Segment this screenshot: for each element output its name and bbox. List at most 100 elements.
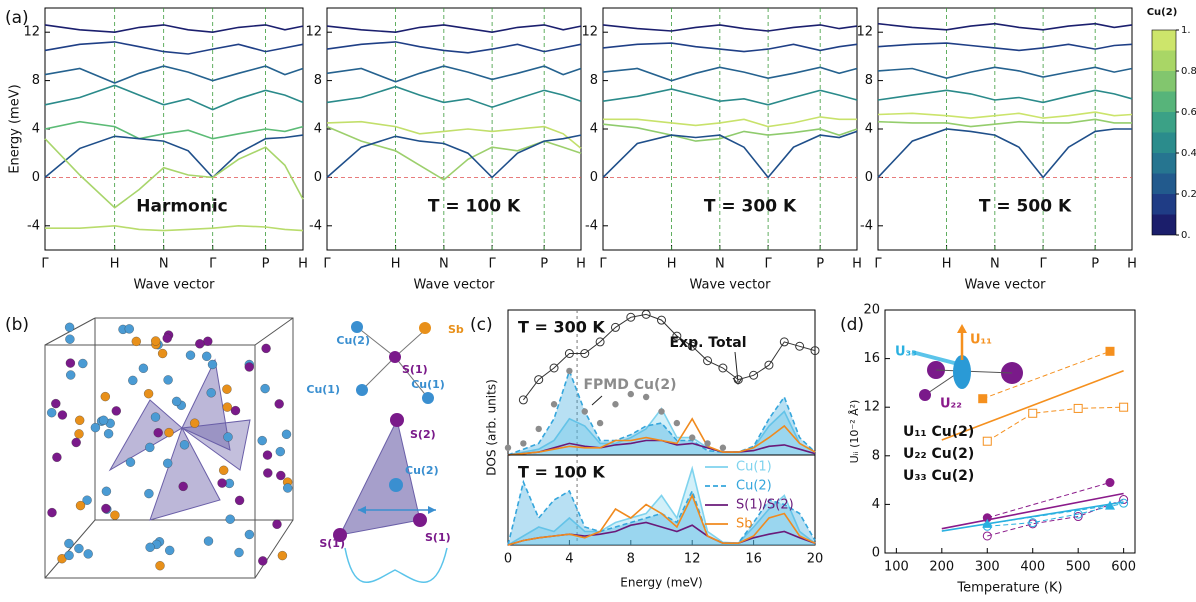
series-line xyxy=(987,502,1124,527)
atom xyxy=(419,322,431,334)
colorbar-tick-label: 0.8 xyxy=(1181,66,1196,77)
marker xyxy=(520,440,527,447)
atom xyxy=(124,324,134,334)
y-tick-label: -4 xyxy=(585,218,598,233)
atom xyxy=(225,514,235,524)
colorbar-tick-label: 0. xyxy=(1181,230,1191,241)
colorbar-swatch xyxy=(1152,194,1176,215)
marker xyxy=(982,521,992,531)
marker xyxy=(673,419,681,427)
marker xyxy=(657,315,666,325)
annotation: T = 100 K xyxy=(518,463,605,482)
atom xyxy=(244,362,254,372)
marker xyxy=(641,309,651,319)
series-line xyxy=(507,465,816,546)
series-line xyxy=(326,120,582,150)
x-tick-label: N xyxy=(439,257,449,272)
marker xyxy=(689,434,696,441)
marker xyxy=(595,337,605,347)
legend-label: S(1)/S(2) xyxy=(736,498,794,513)
series-line xyxy=(602,130,858,179)
atom-label: S(1) xyxy=(402,363,428,376)
marker xyxy=(1073,403,1083,413)
x-tick-label: Γ xyxy=(599,257,607,272)
x-tick-label: 20 xyxy=(807,552,824,567)
x-tick-label: H xyxy=(110,257,120,272)
atom xyxy=(155,561,165,571)
marker xyxy=(719,444,727,451)
atom xyxy=(164,427,174,438)
atom xyxy=(157,348,168,359)
atom-label: Cu(2) xyxy=(336,334,370,347)
atom xyxy=(64,322,75,332)
atom xyxy=(413,513,427,527)
x-tick-label: H xyxy=(942,257,952,272)
marker xyxy=(1105,478,1115,488)
x-tick-label: 200 xyxy=(929,560,954,575)
marker xyxy=(504,444,512,451)
atom xyxy=(57,410,68,420)
series-line xyxy=(602,66,858,82)
series-line xyxy=(44,84,304,111)
marker xyxy=(982,531,992,541)
x-axis-label: Wave vector xyxy=(413,278,495,293)
marker xyxy=(1119,402,1129,412)
series-line xyxy=(602,123,858,142)
colorbar-swatch xyxy=(1152,173,1176,194)
atom xyxy=(351,321,363,333)
colorbar-tick-label: 1. xyxy=(1181,25,1191,36)
atom xyxy=(223,432,233,442)
inset-label: U₂₂ xyxy=(940,397,962,412)
series-line xyxy=(877,111,1133,119)
colorbar-title: Cu(2) xyxy=(1147,7,1178,18)
marker xyxy=(534,375,544,385)
annotation: T = 100 K xyxy=(428,196,521,216)
x-axis-label: Temperature (K) xyxy=(956,581,1062,596)
y-tick-label: 8 xyxy=(590,73,598,88)
area-fill xyxy=(508,370,815,455)
x-tick-label: P xyxy=(262,257,270,272)
series-line xyxy=(877,89,1133,104)
colorbar-tick-label: 0.2 xyxy=(1181,189,1196,200)
marker xyxy=(535,425,542,433)
atom xyxy=(195,339,205,349)
marker xyxy=(749,370,759,380)
atom xyxy=(283,483,293,493)
series-line xyxy=(987,505,1111,525)
atom xyxy=(222,402,232,412)
atom xyxy=(203,536,214,546)
atom-label: S(1) xyxy=(319,537,345,550)
series-line xyxy=(602,24,858,32)
atom xyxy=(185,350,196,360)
marker xyxy=(550,401,558,408)
atom xyxy=(75,415,85,425)
legend-label: U₃₃ Cu(2) xyxy=(903,468,974,484)
y-tick-label: 0 xyxy=(314,170,322,185)
colorbar-swatch xyxy=(1152,91,1176,112)
atom xyxy=(64,538,74,549)
series-line xyxy=(44,24,304,34)
colorbar-swatch xyxy=(1152,71,1176,92)
series-line xyxy=(44,134,304,179)
atom xyxy=(389,478,403,492)
atom xyxy=(98,415,109,425)
atom xyxy=(202,351,212,361)
annotation: T = 500 K xyxy=(979,196,1072,216)
atom xyxy=(222,384,232,394)
y-tick-label: 8 xyxy=(872,448,880,463)
atom xyxy=(145,542,155,552)
y-tick-label: 8 xyxy=(32,73,40,88)
y-tick-label: 12 xyxy=(863,400,880,415)
y-tick-label: 4 xyxy=(865,122,873,137)
series-line xyxy=(941,370,1124,441)
marker xyxy=(518,395,528,405)
colorbar-tick-label: 0.4 xyxy=(1181,148,1196,159)
x-tick-label: P xyxy=(540,257,548,272)
inset-label: U₁₁ xyxy=(970,333,992,348)
marker xyxy=(566,367,573,375)
y-tick-label: 4 xyxy=(590,122,598,137)
series-line xyxy=(877,42,1133,52)
atom xyxy=(274,399,284,409)
atom xyxy=(51,398,61,409)
